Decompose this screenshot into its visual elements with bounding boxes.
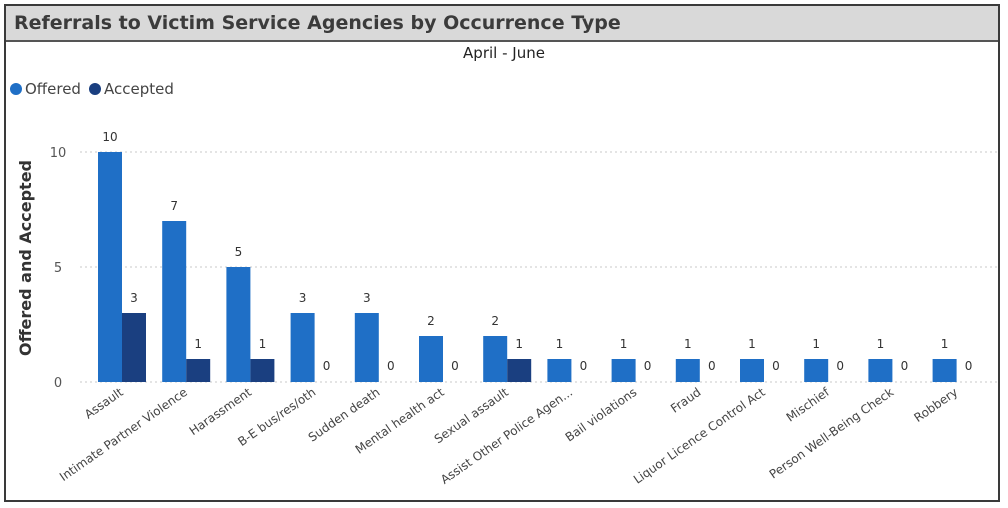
- x-tick-label-0: Assault: [82, 385, 126, 422]
- legend-dot-accepted-icon: [88, 83, 101, 95]
- data-label-offered-7: 1: [556, 337, 564, 351]
- chart-title: Referrals to Victim Service Agencies by …: [14, 12, 621, 34]
- x-tick-label-12: Person Well-Being Check: [767, 385, 896, 481]
- bar-accepted-0: [122, 313, 146, 382]
- x-tick-label-13: Robbery: [911, 385, 960, 425]
- data-label-offered-1: 7: [170, 199, 178, 213]
- bar-offered-2: [226, 267, 251, 382]
- data-label-offered-0: 10: [102, 130, 117, 144]
- data-label-offered-9: 1: [684, 337, 692, 351]
- legend-item-offered[interactable]: Offered: [10, 80, 81, 98]
- chart-subtitle: April - June: [463, 44, 545, 62]
- legend-item-accepted[interactable]: Accepted: [88, 80, 174, 98]
- data-label-offered-12: 1: [877, 337, 885, 351]
- legend-label-accepted: Accepted: [103, 80, 174, 98]
- data-label-accepted-4: 0: [387, 359, 395, 373]
- data-label-offered-3: 3: [299, 291, 307, 305]
- data-label-offered-13: 1: [941, 337, 949, 351]
- bar-offered-6: [483, 336, 508, 382]
- data-label-accepted-11: 0: [836, 359, 844, 373]
- x-tick-label-10: Liquor Licence Control Act: [631, 385, 768, 487]
- x-tick-label-11: Mischief: [784, 385, 833, 425]
- data-label-accepted-7: 0: [580, 359, 588, 373]
- bar-offered-13: [932, 359, 957, 382]
- legend-label-offered: Offered: [25, 80, 81, 98]
- data-label-accepted-9: 0: [708, 359, 716, 373]
- data-label-offered-10: 1: [748, 337, 756, 351]
- y-tick-label-0: 0: [54, 376, 62, 391]
- y-tick-label-10: 10: [50, 146, 67, 161]
- x-tick-label-8: Bail violations: [563, 385, 640, 445]
- bar-accepted-2: [250, 359, 275, 382]
- data-label-accepted-13: 0: [965, 359, 973, 373]
- data-label-accepted-3: 0: [323, 359, 331, 373]
- bar-accepted-6: [507, 359, 532, 382]
- data-label-offered-8: 1: [620, 337, 628, 351]
- y-axis-title: Offered and Accepted: [16, 160, 35, 356]
- bar-offered-8: [611, 359, 636, 382]
- data-label-offered-6: 2: [491, 314, 499, 328]
- data-label-accepted-8: 0: [644, 359, 652, 373]
- bar-offered-3: [290, 313, 315, 382]
- data-label-accepted-0: 3: [130, 291, 138, 305]
- chart-legend[interactable]: Offered Accepted: [10, 80, 182, 98]
- bar-offered-12: [868, 359, 893, 382]
- data-label-offered-4: 3: [363, 291, 371, 305]
- data-label-accepted-1: 1: [194, 337, 202, 351]
- data-label-accepted-5: 0: [451, 359, 459, 373]
- bar-offered-5: [419, 336, 443, 382]
- data-label-accepted-6: 1: [515, 337, 523, 351]
- data-label-accepted-12: 0: [901, 359, 909, 373]
- bar-offered-9: [675, 359, 700, 382]
- bar-offered-10: [740, 359, 764, 382]
- x-tick-label-1: Intimate Partner Violence: [57, 385, 190, 484]
- data-label-accepted-10: 0: [772, 359, 780, 373]
- data-label-accepted-2: 1: [259, 337, 267, 351]
- x-tick-label-9: Fraud: [668, 385, 704, 416]
- bar-offered-4: [354, 313, 379, 382]
- data-label-offered-2: 5: [235, 245, 243, 259]
- legend-dot-offered-icon: [10, 83, 22, 95]
- data-label-offered-5: 2: [427, 314, 435, 328]
- bar-offered-0: [98, 152, 122, 382]
- y-tick-label-5: 5: [54, 261, 62, 276]
- bar-accepted-1: [186, 359, 211, 382]
- title-bar: Referrals to Victim Service Agencies by …: [6, 6, 998, 42]
- x-tick-label-7: Assist Other Police Agen...: [438, 385, 575, 487]
- bar-offered-11: [804, 359, 829, 382]
- bar-offered-7: [547, 359, 572, 382]
- bar-offered-1: [162, 221, 187, 382]
- data-label-offered-11: 1: [812, 337, 820, 351]
